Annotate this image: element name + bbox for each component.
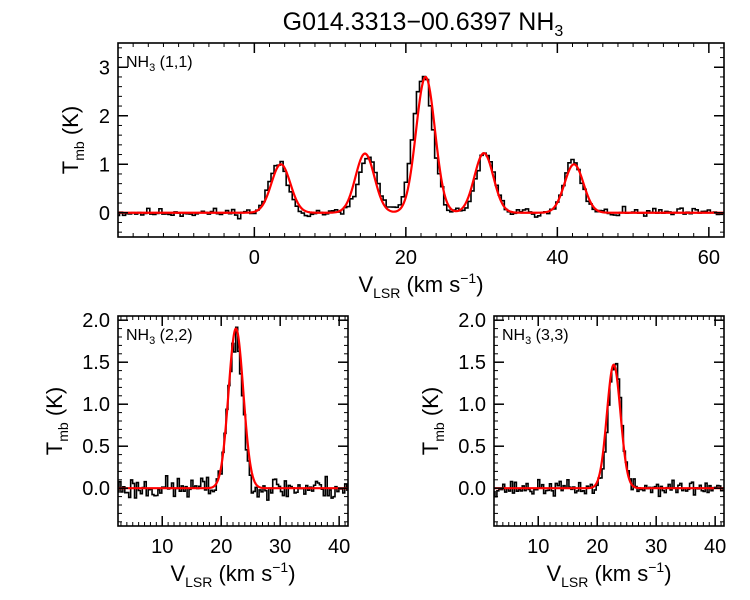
x-axis-symbol: V [170, 561, 185, 586]
x-axis-symbol: V [546, 561, 561, 586]
y-axis-subscript: mb [71, 141, 87, 161]
x-axis-unit: (km s [400, 272, 460, 297]
x-axis-title: VLSR (km s−1) [358, 270, 483, 301]
panel-label-species: NH [502, 327, 525, 344]
y-axis-unit: (K) [42, 387, 67, 422]
y-axis-title: Tmb (K) [418, 387, 447, 455]
x-axis-title: VLSR (km s−1) [170, 559, 295, 590]
panel-label-species: NH [126, 54, 149, 71]
y-axis-symbol: T [42, 442, 67, 455]
plot-frame [493, 315, 725, 527]
y-tick-label: 0.5 [82, 436, 110, 458]
y-axis-title: Tmb (K) [42, 387, 71, 455]
x-tick-label: 30 [269, 536, 291, 558]
y-tick-label: 0.0 [82, 478, 110, 500]
x-tick-label: 10 [527, 536, 549, 558]
x-tick-label: 20 [395, 247, 417, 269]
y-tick-label: 3 [99, 57, 110, 79]
x-axis-subscript: LSR [373, 285, 400, 301]
y-tick-label: 0 [99, 203, 110, 225]
x-axis-superscript: −1 [460, 270, 476, 286]
chart-panel-bottom-right: 10 20 30 40 0.0 0.5 1.0 1.5 2.0 NH3 (3,3) VLSR (km… [418, 310, 726, 590]
x-axis-close: ) [476, 272, 483, 297]
x-tick-label: 40 [704, 536, 726, 558]
x-tick-label: 10 [151, 536, 173, 558]
x-axis-subscript: LSR [185, 574, 212, 590]
x-axis-unit: (km s [212, 561, 272, 586]
series-model-fit [494, 363, 724, 490]
x-axis-subscript: LSR [561, 574, 588, 590]
title-text: G014.3313−00.6397 NH [283, 8, 555, 36]
y-axis-unit: (K) [418, 387, 443, 422]
panel-label-subscript: 3 [525, 335, 531, 347]
panel-label-subscript: 3 [149, 62, 155, 74]
x-axis-symbol: V [358, 272, 373, 297]
panel-label: NH3 (1,1) [126, 54, 193, 74]
panel-label-transition: (1,1) [155, 54, 192, 71]
x-axis-superscript: −1 [272, 559, 288, 575]
y-tick-label: 0.5 [458, 436, 486, 458]
y-axis-subscript: mb [55, 422, 71, 442]
y-tick-label: 1 [99, 154, 110, 176]
plot-frame [117, 42, 725, 238]
panel-label-species: NH [126, 327, 149, 344]
y-tick-label: 2.0 [458, 310, 486, 332]
y-tick-label: 2.0 [82, 310, 110, 332]
title-subscript: 3 [554, 23, 563, 40]
figure-title: G014.3313−00.6397 NH3 [283, 8, 564, 40]
x-tick-label: 60 [698, 247, 720, 269]
panel-label-subscript: 3 [149, 335, 155, 347]
y-axis-symbol: T [418, 442, 443, 455]
panel-label-transition: (3,3) [531, 327, 568, 344]
x-tick-label: 20 [210, 536, 232, 558]
series-observed [118, 326, 348, 501]
x-axis-title: VLSR (km s−1) [546, 559, 671, 590]
series-model-fit [118, 327, 348, 490]
y-axis-title: Tmb (K) [58, 106, 87, 174]
chart-panel-bottom-left: 10 20 30 40 0.0 0.5 1.0 1.5 2.0 NH3 (2,2) VLSR (km… [42, 310, 350, 590]
x-tick-label: 30 [645, 536, 667, 558]
series-model-fit [118, 76, 724, 214]
x-axis-superscript: −1 [648, 559, 664, 575]
y-tick-label: 2 [99, 106, 110, 128]
y-tick-label: 1.0 [458, 394, 486, 416]
y-axis-unit: (K) [58, 106, 83, 141]
y-tick-label: 0.0 [458, 478, 486, 500]
y-axis-subscript: mb [431, 422, 447, 442]
x-tick-label: 40 [546, 247, 568, 269]
x-axis-close: ) [288, 561, 295, 586]
y-tick-label: 1.5 [82, 352, 110, 374]
x-axis-close: ) [664, 561, 671, 586]
x-axis-unit: (km s [588, 561, 648, 586]
y-tick-label: 1.0 [82, 394, 110, 416]
panel-label: NH3 (2,2) [126, 327, 193, 347]
x-tick-label: 0 [249, 247, 260, 269]
panel-label: NH3 (3,3) [502, 327, 569, 347]
series-observed [118, 75, 724, 220]
x-tick-label: 20 [586, 536, 608, 558]
x-tick-label: 40 [328, 536, 350, 558]
y-tick-label: 1.5 [458, 352, 486, 374]
panel-label-transition: (2,2) [155, 327, 192, 344]
y-axis-symbol: T [58, 161, 83, 174]
